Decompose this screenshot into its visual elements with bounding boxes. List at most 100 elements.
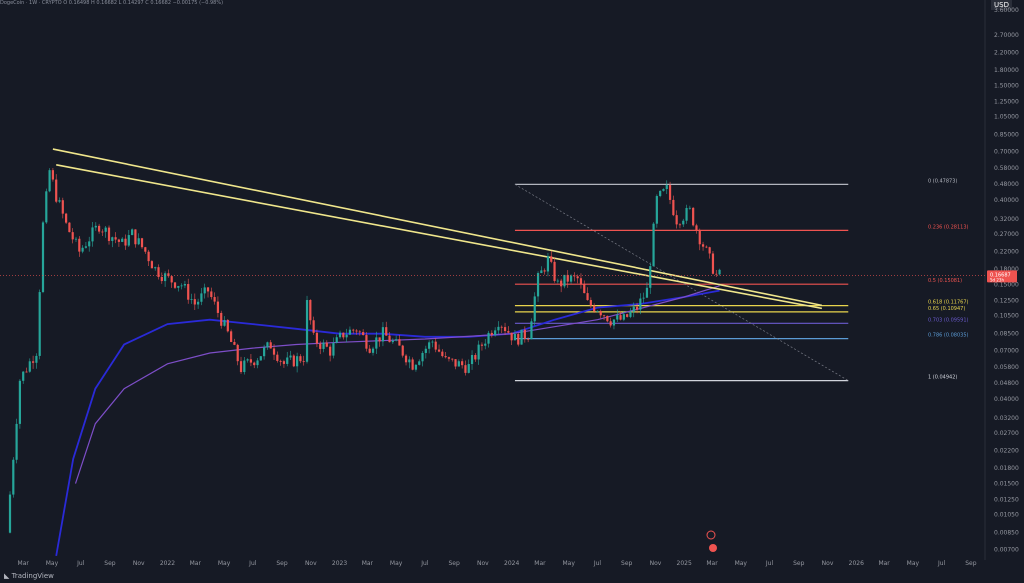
price-tick-label: 1.50000 — [994, 83, 1019, 90]
time-axis: Mar May Jul Sep Nov 2022 Mar May Jul Sep Nov 2023 Ma… — [18, 560, 977, 567]
candle-body — [480, 344, 484, 346]
price-tick-label: 0.10500 — [994, 312, 1019, 319]
candles — [8, 168, 721, 534]
candle-body — [477, 344, 480, 360]
time-tick-label: Mar — [362, 560, 374, 567]
tradingview-logo[interactable]: ◣ TradingView — [4, 572, 54, 580]
candle-body — [635, 306, 639, 310]
candle-body — [602, 315, 606, 317]
ma-fast-line — [55, 289, 720, 557]
time-tick-label: 2024 — [504, 560, 519, 567]
candle-body — [434, 341, 437, 350]
candle-body — [414, 364, 418, 370]
candle-body — [428, 342, 431, 349]
candle-body — [292, 355, 295, 367]
candle-body — [48, 170, 51, 192]
time-tick-label: 2026 — [849, 560, 864, 567]
time-tick-label: 2022 — [160, 560, 175, 567]
time-tick-label: May — [735, 560, 748, 567]
time-tick-label: Nov — [822, 560, 834, 567]
tv-logo-icon: ◣ — [4, 572, 12, 580]
candle-body — [652, 223, 655, 267]
candle-body — [65, 213, 68, 223]
price-tick-label: 2.20000 — [994, 50, 1019, 57]
candle-body — [566, 274, 569, 282]
candle-body — [457, 361, 460, 367]
candle-body — [655, 196, 658, 224]
candle-body — [507, 331, 510, 333]
price-tick-label: 1.80000 — [994, 67, 1019, 74]
fib-level-label: 1 (0.04942) — [928, 375, 957, 381]
price-tick-label: 1.05000 — [994, 113, 1019, 120]
candle-body — [342, 332, 345, 338]
symbol-header: DogeCoin · 1W · CRYPTO O 0.16498 H 0.166… — [0, 0, 224, 6]
candle-body — [78, 238, 81, 252]
price-tick-label: 0.27000 — [994, 231, 1019, 238]
candle-body — [451, 358, 454, 360]
candle-body — [484, 343, 487, 346]
candle-body — [15, 423, 18, 460]
candle-body — [88, 241, 91, 247]
candle-body — [510, 332, 513, 341]
candle-body — [404, 355, 408, 363]
currency-button[interactable]: USD — [991, 0, 1012, 10]
candle-body — [38, 292, 41, 356]
candle-body — [140, 238, 144, 248]
candle-body — [282, 361, 286, 364]
candle-body — [381, 327, 385, 342]
candle-body — [665, 185, 668, 190]
candle-body — [160, 277, 163, 282]
candle-body — [58, 200, 61, 202]
candle-body — [117, 239, 121, 242]
candle-body — [395, 339, 398, 341]
candle-body — [312, 320, 315, 333]
candle-body — [365, 335, 368, 349]
brand-label: TradingView — [11, 572, 54, 580]
candle-body — [668, 185, 672, 200]
candle-body — [71, 232, 74, 240]
candle-body — [259, 356, 262, 361]
dividend-icon[interactable] — [709, 544, 717, 552]
candle-body — [682, 220, 685, 225]
trendlines — [52, 148, 823, 310]
candle-body — [599, 311, 602, 316]
candle-body — [675, 215, 678, 225]
candle-body — [494, 330, 497, 336]
candle-body — [688, 207, 691, 209]
candle-body — [388, 335, 391, 343]
candle-body — [269, 342, 272, 349]
candle-body — [134, 229, 137, 245]
time-tick-label: May — [390, 560, 403, 567]
candle-body — [371, 348, 375, 353]
candle-body — [220, 312, 223, 326]
candle-body — [672, 199, 675, 216]
fib-level-label: 0.5 (0.15081) — [928, 278, 962, 284]
candle-body — [154, 267, 157, 269]
event-icon[interactable] — [706, 530, 716, 540]
candle-body — [401, 345, 404, 356]
candle-body — [55, 179, 58, 202]
candle-body — [609, 321, 612, 326]
time-tick-label: Mar — [190, 560, 202, 567]
candle-body — [523, 329, 526, 339]
candle-body — [411, 359, 414, 370]
candle-body — [550, 256, 553, 262]
candle-body — [18, 380, 22, 424]
candle-body — [474, 354, 477, 360]
candle-body — [424, 348, 427, 353]
candle-body — [203, 287, 206, 294]
candle-body — [500, 326, 503, 328]
price-tick-label: 2.70000 — [994, 32, 1019, 39]
candle-body — [616, 315, 619, 320]
fibonacci-retracement: 0 (0.47873) 0.236 (0.28113) 0.5 (0.15081) 0… — [514, 178, 969, 382]
candle-body — [553, 261, 556, 281]
candle-body — [101, 231, 104, 233]
price-tick-label: 0.02700 — [994, 430, 1019, 437]
candle-body — [81, 247, 84, 252]
candle-body — [41, 222, 45, 293]
candle-body — [226, 320, 229, 332]
candle-body — [197, 301, 200, 305]
time-tick-label: Sep — [621, 560, 633, 567]
candle-body — [127, 235, 130, 246]
